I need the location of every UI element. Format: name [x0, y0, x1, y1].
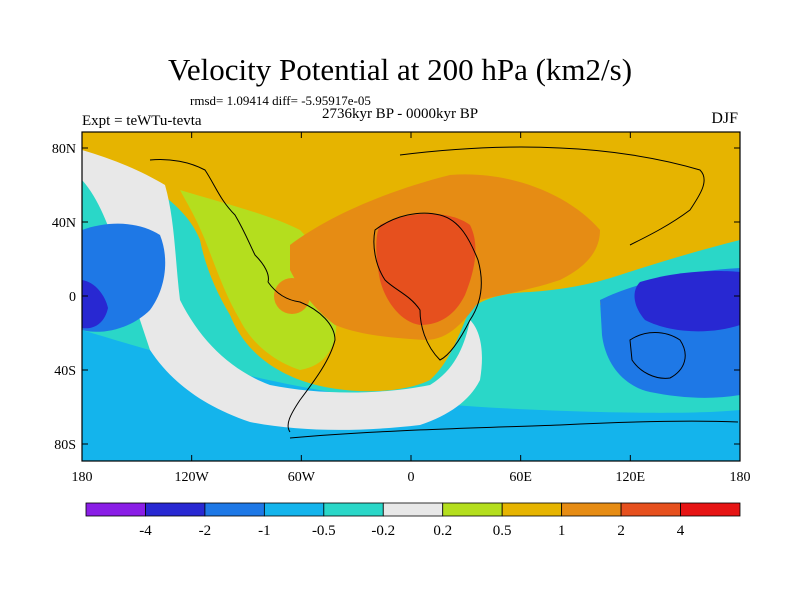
expt-label: Expt = teWTu-tevta	[82, 113, 202, 129]
season-label: DJF	[711, 110, 738, 127]
lat-tick-label: 80N	[52, 142, 76, 157]
lat-tick-label: 0	[69, 290, 76, 305]
colorbar-swatch	[442, 502, 503, 517]
field-darkblue-west	[82, 280, 108, 329]
lon-tick-label: 180	[730, 470, 751, 485]
plot-title: Velocity Potential at 200 hPa (km2/s)	[167, 52, 633, 87]
colorbar-label: 2	[617, 523, 625, 539]
coast-north-america	[149, 159, 269, 283]
colorbar-swatch	[323, 502, 384, 517]
colorbar-label: -2	[199, 523, 212, 539]
colorbar-label: 1	[558, 523, 566, 539]
colorbar-label: 0.5	[493, 523, 512, 539]
coast-eurasia	[399, 146, 705, 246]
field-white-band	[82, 150, 482, 430]
stats-line: rmsd= 1.09414 diff= -5.95917e-05	[190, 93, 371, 108]
colorbar-swatch	[501, 502, 563, 517]
coast-antarctica	[289, 420, 739, 439]
field-redorange-africa	[376, 213, 476, 325]
colorbar-label: -0.2	[371, 523, 395, 539]
lat-ticks: 80N 40N 0 40S 80S	[52, 142, 740, 453]
coast-australia	[629, 332, 686, 379]
colorbar-label: -1	[258, 523, 271, 539]
period-label: 2736kyr BP - 0000kyr BP	[321, 106, 479, 122]
colorbar-swatch	[145, 502, 206, 517]
lon-tick-label: 120E	[616, 470, 646, 485]
colorbar-label: -4	[139, 523, 152, 539]
colorbar-swatch	[680, 502, 741, 517]
colorbar-label: -0.5	[312, 523, 336, 539]
coastlines	[149, 146, 739, 439]
lon-tick-label: 60E	[509, 470, 532, 485]
colorbar: -4 -2 -1 -0.5 -0.2 0.2 0.5 1 2 4	[85, 502, 741, 539]
coast-africa	[373, 212, 482, 361]
lon-tick-label: 120W	[175, 470, 210, 485]
colorbar-label: 0.2	[433, 523, 452, 539]
lat-tick-label: 80S	[54, 438, 76, 453]
contour-field	[82, 132, 740, 461]
lat-tick-label: 40S	[54, 364, 76, 379]
coast-south-america	[267, 281, 336, 433]
lon-tick-label: 180	[72, 470, 93, 485]
colorbar-swatch	[382, 502, 444, 517]
lat-tick-label: 40N	[52, 216, 76, 231]
lon-tick-label: 60W	[288, 470, 316, 485]
colorbar-swatch	[620, 502, 681, 517]
colorbar-swatch	[204, 502, 265, 517]
colorbar-swatch	[263, 502, 325, 517]
lon-ticks: 180 120W 60W 0 60E 120E 180	[72, 132, 751, 485]
field-southern-lightblue	[82, 330, 740, 461]
colorbar-label: 4	[677, 523, 685, 539]
field-darkblue-east	[634, 271, 740, 332]
field-lime-west	[180, 190, 337, 370]
colorbar-swatch	[85, 502, 146, 517]
lon-tick-label: 0	[408, 470, 415, 485]
colorbar-swatch	[561, 502, 622, 517]
field-orange-samerica	[274, 278, 310, 314]
